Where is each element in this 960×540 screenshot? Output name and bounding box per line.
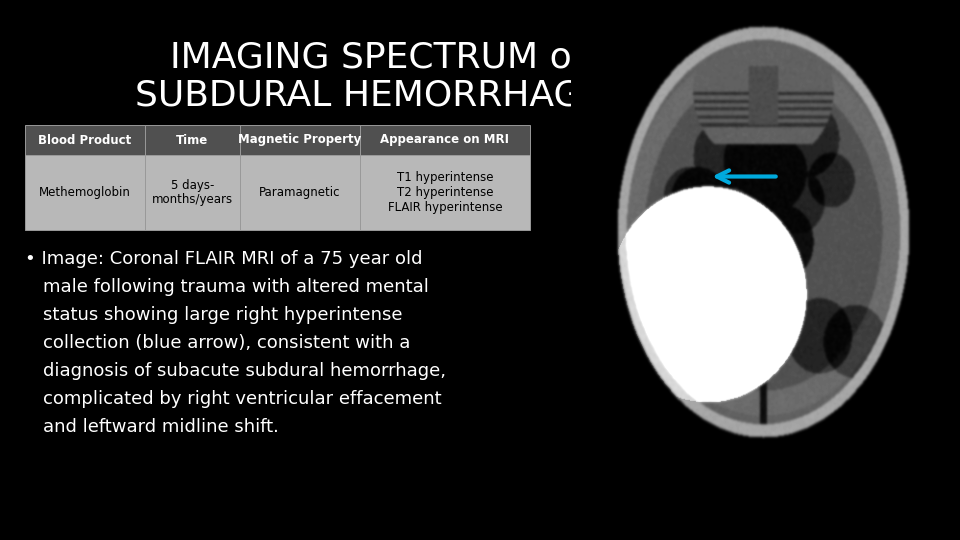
- Text: Time: Time: [177, 133, 208, 146]
- Text: Methemoglobin: Methemoglobin: [39, 186, 131, 199]
- Bar: [240, 155, 360, 230]
- Text: Blood Product: Blood Product: [38, 133, 132, 146]
- Text: diagnosis of subacute subdural hemorrhage,: diagnosis of subacute subdural hemorrhag…: [43, 362, 446, 380]
- Text: collection (blue arrow), consistent with a: collection (blue arrow), consistent with…: [43, 334, 410, 352]
- Bar: [360, 125, 530, 155]
- Text: complicated by right ventricular effacement: complicated by right ventricular effacem…: [43, 390, 442, 408]
- Text: Appearance on MRI: Appearance on MRI: [380, 133, 510, 146]
- Text: status showing large right hyperintense: status showing large right hyperintense: [43, 306, 402, 324]
- Text: 5 days-
months/years: 5 days- months/years: [152, 179, 233, 206]
- Bar: [25, 125, 145, 155]
- Bar: [240, 125, 360, 155]
- Bar: [145, 125, 240, 155]
- Text: • Image: Coronal FLAIR MRI of a 75 year old: • Image: Coronal FLAIR MRI of a 75 year …: [25, 250, 422, 268]
- Bar: [360, 155, 530, 230]
- Text: male following trauma with altered mental: male following trauma with altered menta…: [43, 278, 429, 296]
- Text: T1 hyperintense
T2 hyperintense
FLAIR hyperintense: T1 hyperintense T2 hyperintense FLAIR hy…: [388, 171, 502, 214]
- Bar: [25, 155, 145, 230]
- Bar: [145, 155, 240, 230]
- Text: Magnetic Property: Magnetic Property: [238, 133, 362, 146]
- Text: IMAGING SPECTRUM of SUBACUTE: IMAGING SPECTRUM of SUBACUTE: [170, 40, 790, 74]
- Text: SUBDURAL HEMORRHAGE – MRI FLAIR: SUBDURAL HEMORRHAGE – MRI FLAIR: [134, 78, 826, 112]
- Text: and leftward midline shift.: and leftward midline shift.: [43, 418, 278, 436]
- Text: Paramagnetic: Paramagnetic: [259, 186, 341, 199]
